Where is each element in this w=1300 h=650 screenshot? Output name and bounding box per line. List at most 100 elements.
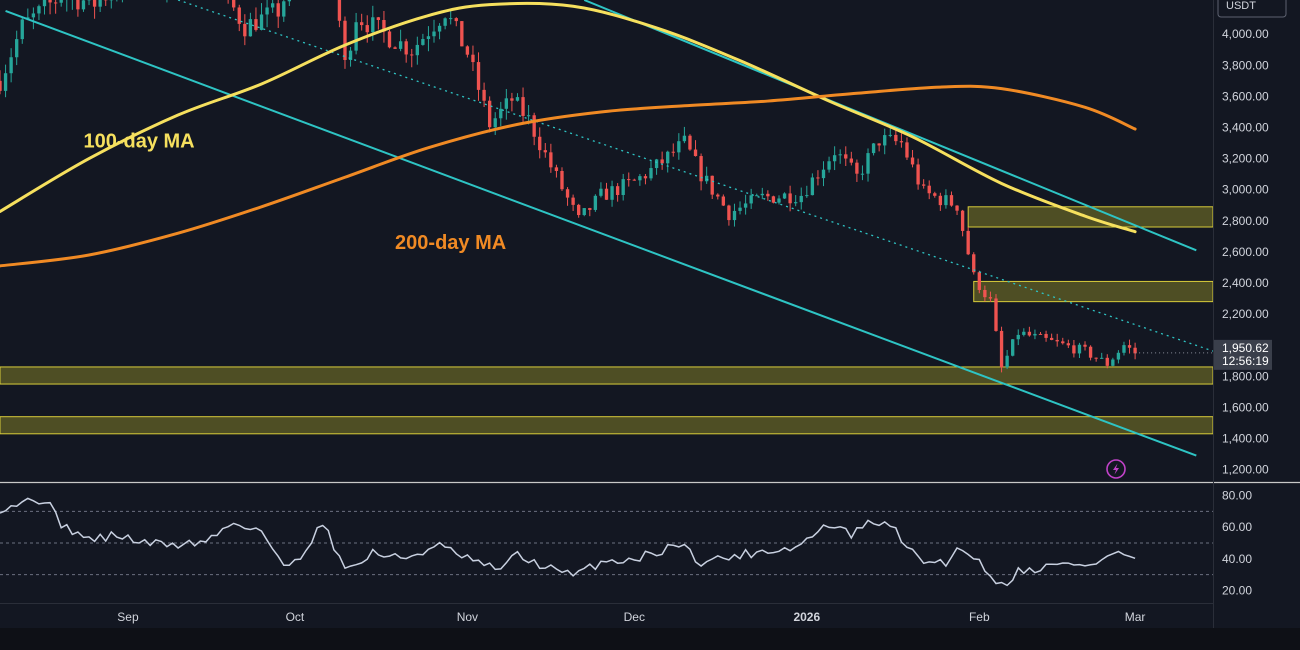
candle[interactable] (671, 143, 675, 157)
candle[interactable] (749, 188, 753, 209)
candle[interactable] (716, 193, 720, 200)
candle[interactable] (816, 170, 820, 186)
ma100-line[interactable] (0, 1, 1137, 234)
candle[interactable] (983, 285, 987, 302)
candle[interactable] (949, 191, 954, 207)
candle[interactable] (743, 194, 748, 215)
candle[interactable] (98, 0, 102, 13)
candle[interactable] (810, 173, 815, 196)
candle[interactable] (9, 48, 13, 83)
candle[interactable] (794, 195, 798, 207)
candle[interactable] (721, 194, 726, 207)
candle[interactable] (577, 203, 581, 218)
candle[interactable] (682, 126, 687, 144)
candle[interactable] (571, 194, 575, 211)
candle[interactable] (521, 87, 525, 124)
candle[interactable] (1016, 329, 1020, 346)
candle[interactable] (960, 209, 965, 237)
candle[interactable] (1083, 341, 1087, 351)
candle[interactable] (994, 294, 998, 332)
candle[interactable] (543, 143, 547, 158)
candle[interactable] (755, 193, 759, 197)
candle[interactable] (654, 158, 659, 175)
candle[interactable] (282, 0, 286, 22)
candle[interactable] (37, 4, 41, 21)
candle[interactable] (938, 192, 943, 211)
candle[interactable] (588, 207, 592, 217)
candle[interactable] (677, 133, 681, 160)
candle[interactable] (855, 159, 859, 182)
candle[interactable] (248, 12, 253, 37)
candle[interactable] (538, 127, 542, 159)
candle[interactable] (1111, 357, 1115, 367)
candle[interactable] (1044, 330, 1048, 342)
candle[interactable] (65, 0, 68, 12)
candle[interactable] (782, 192, 787, 199)
candle[interactable] (777, 195, 781, 205)
candle[interactable] (92, 0, 97, 19)
candle[interactable] (360, 13, 364, 31)
candle[interactable] (1033, 329, 1037, 340)
candle[interactable] (454, 17, 458, 27)
candle[interactable] (415, 36, 419, 65)
candle[interactable] (554, 164, 559, 178)
candle[interactable] (999, 326, 1004, 373)
candle[interactable] (31, 7, 36, 30)
candle[interactable] (805, 185, 809, 198)
candle[interactable] (432, 19, 436, 43)
candle[interactable] (59, 0, 63, 7)
time-axis[interactable]: Sep Oct Nov Dec 2026 Feb Mar (117, 610, 1145, 624)
candle[interactable] (799, 187, 803, 210)
candle[interactable] (532, 112, 536, 146)
candle[interactable] (860, 165, 865, 181)
candle[interactable] (944, 189, 948, 209)
candle[interactable] (487, 96, 492, 133)
candle[interactable] (649, 160, 653, 181)
candle[interactable] (788, 185, 792, 212)
candle[interactable] (387, 29, 392, 49)
candle[interactable] (916, 158, 920, 190)
candle[interactable] (910, 149, 915, 168)
candle[interactable] (877, 143, 881, 152)
candle[interactable] (42, 0, 47, 15)
currency-badge[interactable]: USDT (1217, 0, 1287, 18)
candle[interactable] (48, 0, 52, 15)
candle[interactable] (243, 14, 247, 46)
candle[interactable] (53, 0, 58, 14)
rsi-pane[interactable] (0, 497, 1213, 587)
candle[interactable] (933, 191, 937, 198)
candle[interactable] (988, 291, 993, 302)
candle[interactable] (376, 16, 381, 30)
candle[interactable] (582, 208, 586, 217)
candle[interactable] (476, 52, 481, 101)
candle[interactable] (348, 46, 353, 67)
candle[interactable] (821, 161, 826, 187)
candle[interactable] (343, 16, 347, 69)
candle[interactable] (1061, 337, 1065, 345)
candle[interactable] (972, 252, 976, 275)
candle[interactable] (276, 0, 280, 28)
candle[interactable] (287, 0, 292, 7)
candle[interactable] (604, 182, 609, 200)
candle[interactable] (398, 29, 403, 52)
candle[interactable] (844, 146, 848, 167)
candle[interactable] (966, 227, 970, 256)
candle[interactable] (704, 166, 709, 184)
candle[interactable] (838, 149, 842, 164)
candle[interactable] (1122, 341, 1126, 356)
candle[interactable] (738, 201, 742, 215)
candle[interactable] (71, 0, 74, 10)
candle[interactable] (1038, 331, 1043, 335)
candle[interactable] (643, 173, 648, 185)
candle[interactable] (599, 182, 603, 198)
candle[interactable] (710, 175, 714, 199)
candle[interactable] (354, 12, 358, 55)
candle[interactable] (254, 7, 258, 32)
candle[interactable] (627, 172, 631, 187)
candle[interactable] (504, 89, 509, 120)
candle[interactable] (3, 64, 8, 98)
candle[interactable] (883, 128, 887, 155)
candle[interactable] (1077, 342, 1082, 358)
candle[interactable] (593, 194, 598, 212)
candle[interactable] (921, 179, 926, 189)
